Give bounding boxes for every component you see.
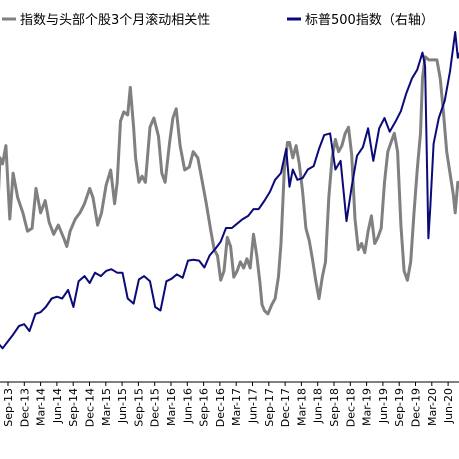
x-axis-ticks: Sep-13 Dec-13 Mar-14 Jun-14 Sep-14 Dec-14 Mar-… (2, 382, 459, 427)
x-tick-label: Jun-20 (442, 388, 455, 424)
series-layer (0, 31, 459, 350)
series-line-correlation (0, 55, 459, 316)
x-tick-label: Dec-18 (344, 388, 357, 427)
x-tick-label: Sep-18 (328, 388, 341, 427)
x-tick-label: Dec-16 (214, 388, 227, 427)
x-tick-label: Mar-18 (295, 388, 308, 426)
x-tick-label: Dec-19 (410, 388, 423, 427)
x-tick-label: Jun-17 (247, 388, 260, 424)
x-tick-label: Jun-14 (51, 388, 64, 424)
x-tick-label: Mar-20 (426, 388, 439, 426)
x-tick-label: Sep-19 (393, 388, 406, 427)
plot-area: Sep-13 Dec-13 Mar-14 Jun-14 Sep-14 Dec-14 Mar-… (0, 31, 459, 427)
x-tick-label: Mar-17 (230, 388, 243, 426)
x-tick-label: Mar-16 (165, 388, 178, 426)
x-tick-label: Mar-15 (100, 388, 113, 426)
x-tick-label: Dec-17 (279, 388, 292, 427)
x-tick-label: Dec-14 (84, 388, 97, 427)
x-tick-label: Jun-16 (181, 388, 194, 424)
x-tick-label: Sep-16 (198, 388, 211, 427)
legend-label-correlation: 指数与头部个股3个月滚动相关性 (20, 12, 210, 28)
x-tick-label: Mar-19 (361, 388, 374, 426)
x-tick-label: Sep-14 (67, 388, 80, 427)
x-tick-label: Jun-19 (377, 388, 390, 424)
x-tick-label: Mar-14 (35, 388, 48, 426)
legend: 指数与头部个股3个月滚动相关性 标普500指数（右轴） (2, 12, 434, 28)
x-tick-label: Sep-13 (2, 388, 15, 427)
x-tick-label: Dec-13 (18, 388, 31, 427)
x-tick-label: Jun-15 (116, 388, 129, 424)
x-tick-label: Sep-15 (132, 388, 145, 427)
x-tick-label: Jun-18 (312, 388, 325, 424)
series-line-sp500 (0, 31, 459, 350)
x-tick-label: Dec-15 (149, 388, 162, 427)
x-tick-label: Sep-17 (263, 388, 276, 427)
legend-label-sp500: 标普500指数（右轴） (305, 13, 434, 28)
